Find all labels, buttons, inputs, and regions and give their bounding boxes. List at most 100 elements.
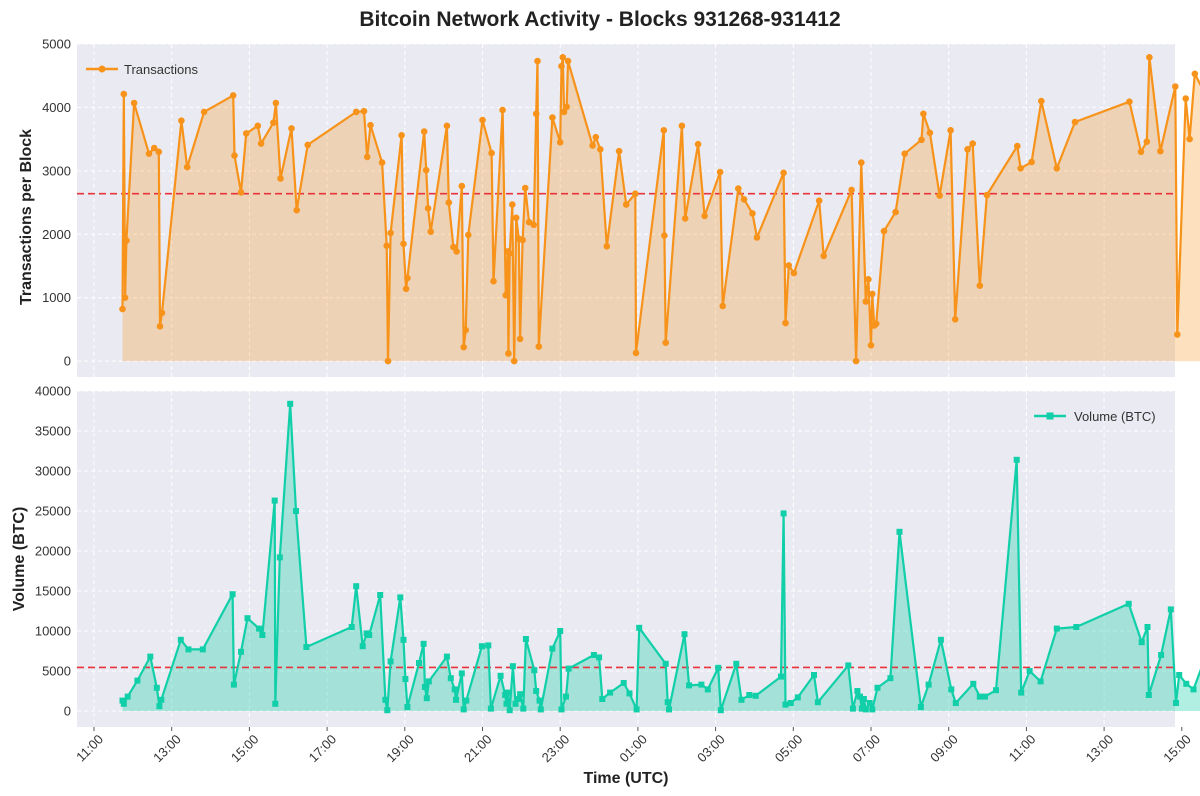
volume-point-67 (557, 628, 564, 634)
transactions-point-56 (506, 250, 513, 257)
transactions-point-120 (951, 316, 959, 323)
transactions-point-39 (424, 205, 432, 212)
volume-point-21 (293, 508, 299, 514)
transactions-point-23 (293, 206, 301, 214)
volume-y-ticks: 0 5000 10000 15000 20000 25000 30000 35000 40000 (35, 384, 71, 719)
volume-point-123 (1037, 678, 1044, 685)
x-tick-12: 11:00 (1006, 732, 1039, 765)
transactions-point-34 (400, 240, 407, 248)
volume-point-108 (874, 684, 881, 691)
transactions-point-124 (983, 191, 991, 199)
volume-panel: 0 5000 10000 15000 20000 25000 30000 35000 40000… (11, 384, 1200, 787)
x-tick-3: 17:00 (306, 732, 340, 766)
transactions-point-132 (1137, 148, 1145, 156)
transactions-point-55 (505, 350, 512, 357)
volume-y-tick-1: 5000 (42, 664, 71, 679)
transactions-y-tick-3: 3000 (42, 163, 71, 178)
transactions-point-97 (780, 169, 787, 177)
transactions-point-116 (920, 110, 927, 118)
volume-point-87 (717, 707, 724, 714)
x-tick-1: 13:00 (150, 732, 184, 766)
volume-point-104 (860, 696, 867, 702)
volume-point-50 (487, 705, 494, 712)
transactions-point-82 (632, 190, 639, 197)
volume-point-20 (287, 400, 294, 407)
transactions-point-15 (237, 189, 245, 196)
volume-point-107 (869, 706, 876, 713)
transactions-point-51 (490, 277, 497, 285)
volume-point-32 (397, 594, 404, 601)
transactions-point-6 (150, 144, 158, 152)
x-tick-7: 01:00 (616, 732, 650, 766)
volume-legend-marker (1046, 412, 1054, 420)
volume-point-4 (147, 653, 154, 660)
volume-y-tick-6: 30000 (35, 464, 71, 479)
volume-point-91 (752, 692, 759, 699)
volume-legend-label: Volume (BTC) (1074, 409, 1156, 424)
transactions-point-122 (969, 140, 976, 147)
volume-point-37 (420, 640, 427, 647)
transactions-point-2 (121, 294, 129, 302)
transactions-y-tick-1: 1000 (42, 290, 71, 305)
transactions-point-47 (462, 326, 470, 334)
transactions-legend-marker (98, 65, 106, 73)
volume-point-70 (565, 665, 572, 672)
transactions-point-61 (516, 335, 524, 343)
transactions-point-59 (512, 214, 520, 222)
volume-point-101 (854, 688, 861, 694)
volume-point-45 (458, 670, 465, 677)
volume-point-22 (303, 644, 310, 650)
transactions-point-57 (509, 201, 516, 208)
transactions-panel: 0 1000 2000 3000 4000 5000 Transactions per B… (18, 37, 1200, 377)
volume-point-29 (382, 696, 389, 703)
transactions-point-133 (1143, 138, 1151, 145)
volume-point-121 (1018, 689, 1025, 696)
volume-point-7 (158, 696, 165, 703)
transactions-point-73 (560, 108, 568, 116)
volume-point-130 (1158, 652, 1165, 658)
volume-point-115 (952, 700, 959, 706)
transactions-point-106 (862, 298, 870, 305)
transactions-y-label: Transactions per Block (18, 129, 35, 305)
volume-point-71 (590, 652, 597, 658)
transactions-point-11 (183, 163, 191, 171)
volume-point-33 (400, 636, 407, 643)
volume-point-75 (620, 680, 627, 686)
transactions-point-85 (661, 232, 668, 239)
volume-y-tick-4: 20000 (35, 544, 71, 559)
volume-point-62 (531, 667, 538, 674)
volume-point-60 (520, 705, 527, 712)
volume-point-73 (599, 696, 606, 702)
volume-point-112 (925, 681, 932, 688)
transactions-point-118 (936, 192, 943, 199)
transactions-point-76 (589, 142, 596, 149)
volume-point-122 (1026, 668, 1033, 674)
transactions-point-108 (867, 342, 875, 349)
transactions-point-136 (1172, 83, 1179, 90)
transactions-point-21 (277, 175, 284, 182)
transactions-point-33 (398, 132, 405, 139)
transactions-point-115 (918, 136, 925, 144)
volume-point-134 (1183, 680, 1190, 687)
volume-point-63 (533, 688, 540, 694)
transactions-point-62 (519, 236, 526, 244)
volume-point-49 (485, 642, 492, 649)
transactions-point-80 (615, 147, 623, 155)
volume-point-44 (453, 696, 459, 703)
transactions-point-46 (460, 343, 468, 351)
x-tick-6: 23:00 (539, 732, 573, 766)
volume-point-110 (896, 528, 903, 535)
volume-point-90 (746, 692, 753, 698)
volume-point-81 (666, 706, 672, 713)
volume-point-93 (780, 510, 787, 517)
transactions-point-41 (443, 122, 451, 130)
transactions-point-18 (257, 140, 265, 147)
transactions-point-119 (947, 127, 954, 134)
volume-y-tick-5: 25000 (35, 504, 71, 519)
volume-y-label: Volume (BTC) (11, 507, 28, 612)
transactions-y-tick-0: 0 (64, 354, 71, 369)
transactions-point-67 (534, 57, 541, 65)
transactions-point-77 (592, 133, 600, 141)
x-tick-0: 11:00 (73, 732, 106, 765)
transactions-point-101 (815, 197, 823, 204)
